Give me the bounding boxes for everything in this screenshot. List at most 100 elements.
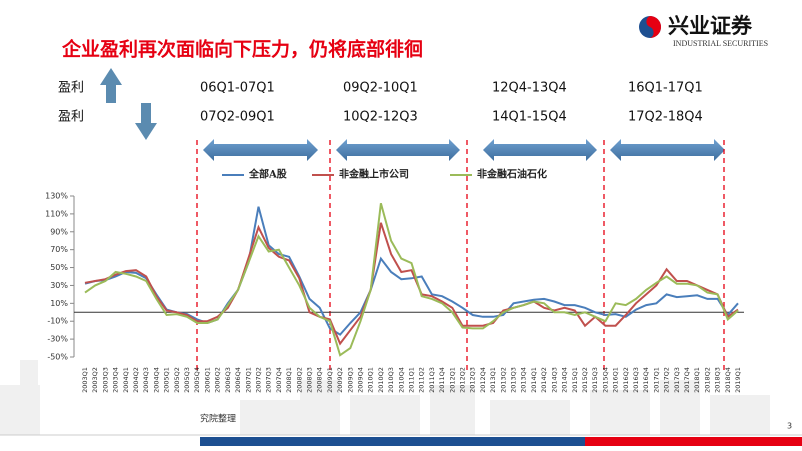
series-line [84, 222, 739, 346]
x-tick-label: 2017Q3 [673, 367, 681, 393]
source: 究院整理 [200, 413, 236, 425]
y-tick-label: 50% [50, 263, 68, 272]
x-tick-label: 2016Q1 [612, 367, 620, 393]
period: 06Q1-07Q1 [200, 81, 275, 96]
series-line [84, 202, 739, 357]
x-tick-label: 2009Q2 [336, 367, 344, 393]
x-tick-label: 2008Q1 [285, 367, 293, 393]
x-tick-label: 2018Q4 [724, 367, 732, 393]
y-tick-label: -30% [47, 335, 68, 344]
x-tick-label: 2016Q3 [632, 367, 640, 393]
period: 17Q2-18Q4 [628, 110, 703, 125]
x-tick-label: 2003Q2 [91, 367, 99, 393]
down-arrow [135, 103, 157, 140]
x-tick-label: 2007Q1 [244, 367, 252, 393]
x-tick-label: 2015Q3 [591, 367, 599, 393]
x-tick-label: 2015Q4 [601, 367, 609, 393]
x-tick-label: 2006Q2 [214, 367, 222, 393]
logo: 兴业证券 INDUSTRIAL SECURITIES [639, 14, 768, 48]
x-tick-label: 2007Q4 [275, 367, 283, 393]
x-tick-label: 2018Q3 [714, 367, 722, 393]
x-tick-label: 2009Q3 [346, 367, 354, 393]
x-tick-label: 2016Q4 [642, 367, 650, 393]
x-tick-label: 2005Q2 [173, 367, 181, 393]
page-number: 3 [787, 422, 792, 431]
x-tick-label: 2015Q2 [581, 367, 589, 393]
x-tick-label: 2011Q3 [428, 367, 436, 393]
x-tick-label: 2009Q1 [326, 367, 334, 393]
x-tick-label: 2006Q4 [234, 367, 242, 393]
x-tick-label: 2009Q4 [356, 367, 364, 393]
period: 09Q2-10Q1 [343, 81, 418, 96]
slide-title: 企业盈利再次面临向下压力，仍将底部徘徊 [61, 38, 423, 61]
chart: -50% -30% -10% 10% 30% 50% 70% 90% 110% 130% 2003Q… [45, 168, 744, 393]
x-tick-label: 2012Q4 [479, 367, 487, 393]
x-tick-label: 2005Q4 [193, 367, 201, 393]
x-tick-label: 2008Q4 [316, 367, 324, 393]
legend-label: 非金融石油石化 [477, 168, 547, 181]
x-tick-label: 2004Q1 [122, 367, 130, 393]
x-tick-label: 2014Q1 [530, 367, 538, 393]
y-tick-label: 70% [50, 245, 68, 254]
x-tick-label: 2008Q2 [295, 367, 303, 393]
y-tick-label: -50% [47, 353, 68, 362]
x-tick-label: 2005Q1 [163, 367, 171, 393]
x-tick-label: 2003Q4 [112, 367, 120, 393]
row-label: 盈利 [58, 81, 84, 96]
y-tick-label: 110% [45, 209, 68, 218]
x-tick-label: 2010Q4 [397, 367, 405, 393]
x-tick-label: 2013Q3 [510, 367, 518, 393]
x-tick-label: 2010Q3 [387, 367, 395, 393]
x-tick-label: 2014Q3 [550, 367, 558, 393]
period-dividers [196, 140, 725, 370]
legend-label: 全部A股 [248, 168, 288, 181]
y-tick-label: 90% [50, 227, 68, 236]
x-tick-label: 2004Q4 [152, 367, 160, 393]
x-tick-label: 2007Q3 [265, 367, 273, 393]
skyline [0, 360, 770, 435]
x-tick-label: 2013Q1 [489, 367, 497, 393]
x-tick-label: 2010Q2 [377, 367, 385, 393]
y-tick-label: 10% [50, 299, 68, 308]
x-tick-label: 2017Q4 [683, 367, 691, 393]
x-tick-label: 2018Q2 [703, 367, 711, 393]
series-line [84, 206, 739, 336]
y-tick-label: 30% [50, 281, 68, 290]
legend-label: 非金融上市公司 [339, 168, 409, 181]
y-tick-label: 130% [45, 192, 68, 201]
x-tick-label: 2012Q1 [448, 367, 456, 393]
logo-subtitle: INDUSTRIAL SECURITIES [673, 39, 768, 48]
x-tick-label: 2005Q3 [183, 367, 191, 393]
x-tick-label: 2013Q2 [499, 367, 507, 393]
x-tick-label: 2018Q1 [693, 367, 701, 393]
x-tick-label: 2003Q1 [81, 367, 89, 393]
x-tick-label: 2004Q3 [142, 367, 150, 393]
x-tick-label: 2003Q3 [101, 367, 109, 393]
period: 10Q2-12Q3 [343, 110, 418, 125]
x-tick-label: 2011Q1 [408, 367, 416, 393]
x-tick-label: 2011Q4 [438, 367, 446, 393]
x-tick-label: 2012Q2 [459, 367, 467, 393]
x-tick-label: 2012Q3 [469, 367, 477, 393]
x-tick-label: 2010Q1 [367, 367, 375, 393]
period: 14Q1-15Q4 [492, 110, 567, 125]
logo-name: 兴业证券 [668, 14, 753, 38]
x-tick-label: 2011Q2 [418, 367, 426, 393]
x-tick-label: 2013Q4 [520, 367, 528, 393]
x-tick-label: 2017Q1 [652, 367, 660, 393]
x-tick-label: 2014Q2 [540, 367, 548, 393]
footer-bar [585, 437, 802, 446]
x-tick-label: 2017Q2 [663, 367, 671, 393]
period-arrows [203, 139, 725, 161]
period: 12Q4-13Q4 [492, 81, 567, 96]
row-label: 盈利 [58, 110, 84, 125]
x-tick-label: 2007Q2 [254, 367, 262, 393]
period: 07Q2-09Q1 [200, 110, 275, 125]
x-tick-label: 2008Q3 [305, 367, 313, 393]
up-arrow [100, 68, 122, 103]
x-tick-label: 2016Q2 [622, 367, 630, 393]
x-tick-label: 2006Q3 [224, 367, 232, 393]
period: 16Q1-17Q1 [628, 81, 703, 96]
x-tick-label: 2015Q1 [571, 367, 579, 393]
